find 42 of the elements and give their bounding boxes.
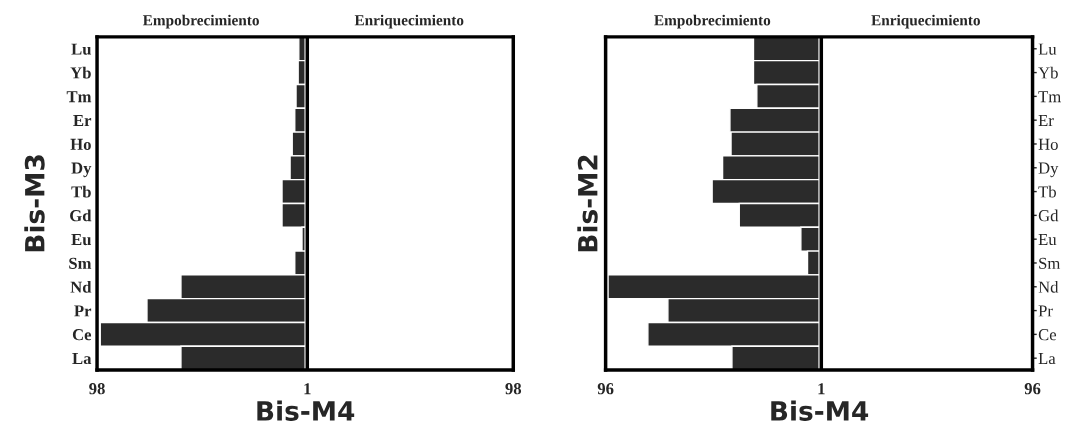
y-tick-label: La [1038, 353, 1056, 365]
y-tick-label: Gd [70, 209, 92, 222]
y-tick-label: Gd [1038, 209, 1059, 222]
y-tick-label: Ho [1038, 138, 1058, 150]
y-axis-title: Bis-M3 [24, 155, 45, 252]
text: Enriquecimiento [871, 14, 980, 29]
y-tick-label: Er [73, 115, 92, 126]
y-tick-label: Ce [1038, 329, 1057, 341]
y-tick-label: Nd [70, 280, 92, 293]
text: Enriquecimiento [354, 14, 464, 29]
y-tick-label: Lu [71, 43, 92, 55]
y-tick-label: Tb [1038, 185, 1056, 198]
x-tick-label: 96 [1024, 383, 1041, 395]
y-tick-label: Sm [69, 257, 92, 269]
x-tick-label: 96 [597, 383, 614, 395]
x-tick-label: 98 [505, 383, 522, 395]
y-tick-label: Tm [1038, 91, 1061, 103]
x-axis-title: Bis-M4 [257, 400, 355, 421]
y-tick-label: Ce [72, 329, 92, 341]
y-tick-label: Er [1038, 115, 1054, 126]
x-tick-label: 1 [304, 383, 311, 395]
y-tick-label: Dy [71, 162, 92, 178]
y-tick-label: Nd [1038, 280, 1059, 293]
y-tick-label: La [72, 353, 92, 365]
y-tick-label: Pr [1038, 305, 1053, 317]
y-tick-label: Yb [70, 66, 91, 79]
y-tick-label: Ho [70, 138, 91, 150]
text: Empobrecimiento [142, 14, 259, 29]
x-tick-label: 98 [89, 383, 105, 395]
x-axis-title: Bis-M4 [771, 400, 869, 421]
y-tick-label: Lu [1038, 43, 1057, 55]
y-tick-label: Tb [71, 185, 91, 198]
y-tick-label: Eu [71, 234, 92, 246]
text: Empobrecimiento [654, 14, 771, 29]
y-tick-label: Dy [1038, 162, 1059, 178]
x-tick-label: 1 [818, 383, 825, 395]
y-tick-label: Eu [1038, 234, 1057, 246]
y-axis-title: Bis-M2 [577, 155, 598, 252]
y-tick-label: Yb [1038, 66, 1058, 79]
y-tick-label: Pr [74, 305, 92, 317]
y-tick-label: Tm [66, 91, 92, 103]
y-tick-label: Sm [1039, 257, 1061, 269]
